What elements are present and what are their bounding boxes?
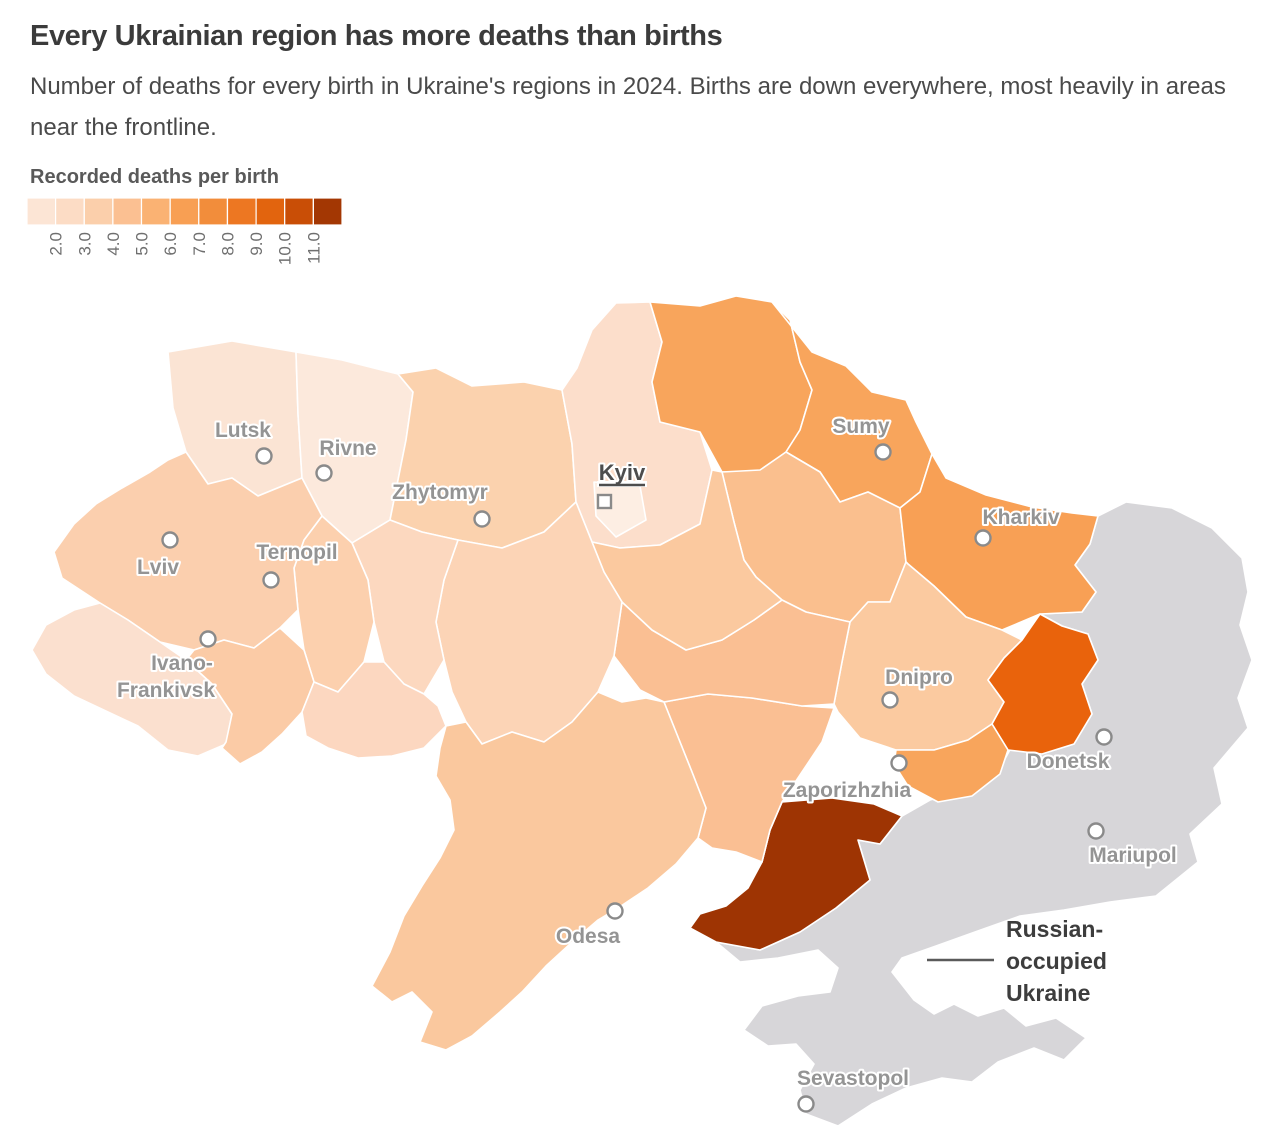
lutsk-dot (255, 447, 273, 465)
legend-swatch (312, 198, 343, 226)
ivano-frankivsk-label-line1: Ivano- (151, 652, 213, 675)
annotation-line2: occupied (1006, 948, 1107, 974)
legend-tick: 10.0 (276, 232, 295, 265)
donetsk-label: Donetsk (1027, 750, 1110, 773)
legend-tick: 9.0 (247, 232, 266, 256)
legend-tick: 11.0 (304, 232, 323, 264)
kyiv-label: Kyiv (599, 460, 646, 485)
ivano-frankivsk-label-line2: Frankivsk (117, 679, 215, 702)
legend-tick: 7.0 (190, 232, 209, 256)
annotation-line1: Russian- (1006, 916, 1103, 942)
region-zaporizhzhia-controlled (893, 723, 1009, 803)
page-subtitle: Number of deaths for every birth in Ukra… (30, 73, 1226, 141)
odesa-dot (606, 902, 624, 920)
region-ivano-frankivsk (185, 627, 315, 765)
mariupol-dot (1087, 822, 1105, 840)
rivne-dot (315, 464, 333, 482)
legend-tick: 6.0 (161, 232, 180, 256)
odesa-label: Odesa (556, 925, 621, 948)
legend-tick: 5.0 (133, 232, 152, 256)
legend-swatch (226, 198, 257, 226)
lutsk-label: Lutsk (215, 419, 271, 442)
legend-tick: 2.0 (47, 232, 66, 256)
zaporizhzhia-label: Zaporizhzhia (783, 779, 912, 802)
region-donetsk-controlled (987, 613, 1099, 755)
ternopil-label: Ternopil (256, 541, 337, 564)
legend-swatch (55, 198, 85, 226)
legend-tick: 8.0 (219, 232, 238, 256)
zhytomyr-label: Zhytomyr (392, 481, 488, 504)
region-cherkasy (591, 469, 783, 651)
region-zakarpattia (31, 602, 233, 757)
ternopil-dot (262, 571, 280, 589)
region-kherson-controlled (689, 797, 903, 951)
legend-title: Recorded deaths per birth (30, 166, 279, 188)
mariupol-label: Mariupol (1089, 844, 1177, 867)
city-labels: Lutsk Rivne Zhytomyr Lviv Ternopil Ivano… (115, 413, 1179, 1092)
page-title: Every Ukrainian region has more deaths t… (30, 20, 723, 52)
region-odesa (371, 691, 707, 1051)
legend-tick: 3.0 (75, 232, 94, 256)
sevastopol-dot (797, 1095, 815, 1113)
sumy-dot (874, 443, 892, 461)
city-markers (161, 443, 1113, 1113)
legend-swatch (169, 198, 200, 226)
kharkiv-label: Kharkiv (982, 506, 1059, 529)
dnipro-dot (881, 691, 899, 709)
legend-swatch (140, 198, 171, 226)
donetsk-dot (1095, 728, 1113, 746)
legend-swatch (284, 198, 314, 226)
annotation-line3: Ukraine (1006, 980, 1090, 1006)
dnipro-label: Dnipro (885, 666, 953, 689)
kyiv-square-marker (596, 493, 613, 510)
legend-swatches (27, 198, 343, 226)
zhytomyr-dot (473, 510, 491, 528)
lviv-dot (161, 531, 179, 549)
legend-tick-labels: 2.0 3.0 4.0 5.0 6.0 7.0 8.0 9.0 10.0 11.… (47, 232, 324, 265)
legend-swatch (112, 198, 143, 226)
region-chernivtsi (301, 661, 447, 759)
sumy-label: Sumy (832, 415, 890, 438)
legend-tick: 4.0 (104, 232, 123, 256)
occupied-annotation: Russian- occupied Ukraine (927, 916, 1107, 1006)
kharkiv-dot (974, 529, 992, 547)
rivne-label: Rivne (319, 437, 376, 460)
sevastopol-label: Sevastopol (797, 1067, 909, 1090)
zaporizhzhia-dot (890, 754, 908, 772)
lviv-label: Lviv (137, 556, 179, 579)
ivano-frankivsk-dot (199, 630, 217, 648)
legend-color-scale: 2.0 3.0 4.0 5.0 6.0 7.0 8.0 9.0 10.0 11.… (27, 198, 343, 265)
